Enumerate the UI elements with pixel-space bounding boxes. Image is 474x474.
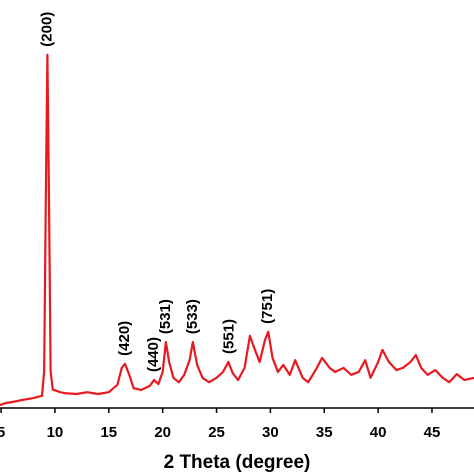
peak-label: (531) [157,299,174,334]
peak-label: (420) [116,321,133,356]
peak-label: (440) [145,337,162,372]
x-tick-label: 30 [262,424,279,441]
x-tick-label: 40 [370,424,387,441]
peak-label: (200) [38,12,55,47]
peak-label: (533) [184,299,201,334]
peak-label: (551) [220,319,237,354]
x-tick-label: 35 [316,424,333,441]
x-tick-label: 20 [154,424,171,441]
data-line [0,53,474,407]
x-tick-label: 45 [424,424,441,441]
peak-label: (751) [259,289,276,324]
x-tick-label: 25 [208,424,225,441]
x-tick-label: 10 [47,424,64,441]
x-axis-label: 2 Theta (degree) [164,452,311,473]
x-tick-label: 5 [0,424,5,441]
x-tick-label: 15 [100,424,117,441]
